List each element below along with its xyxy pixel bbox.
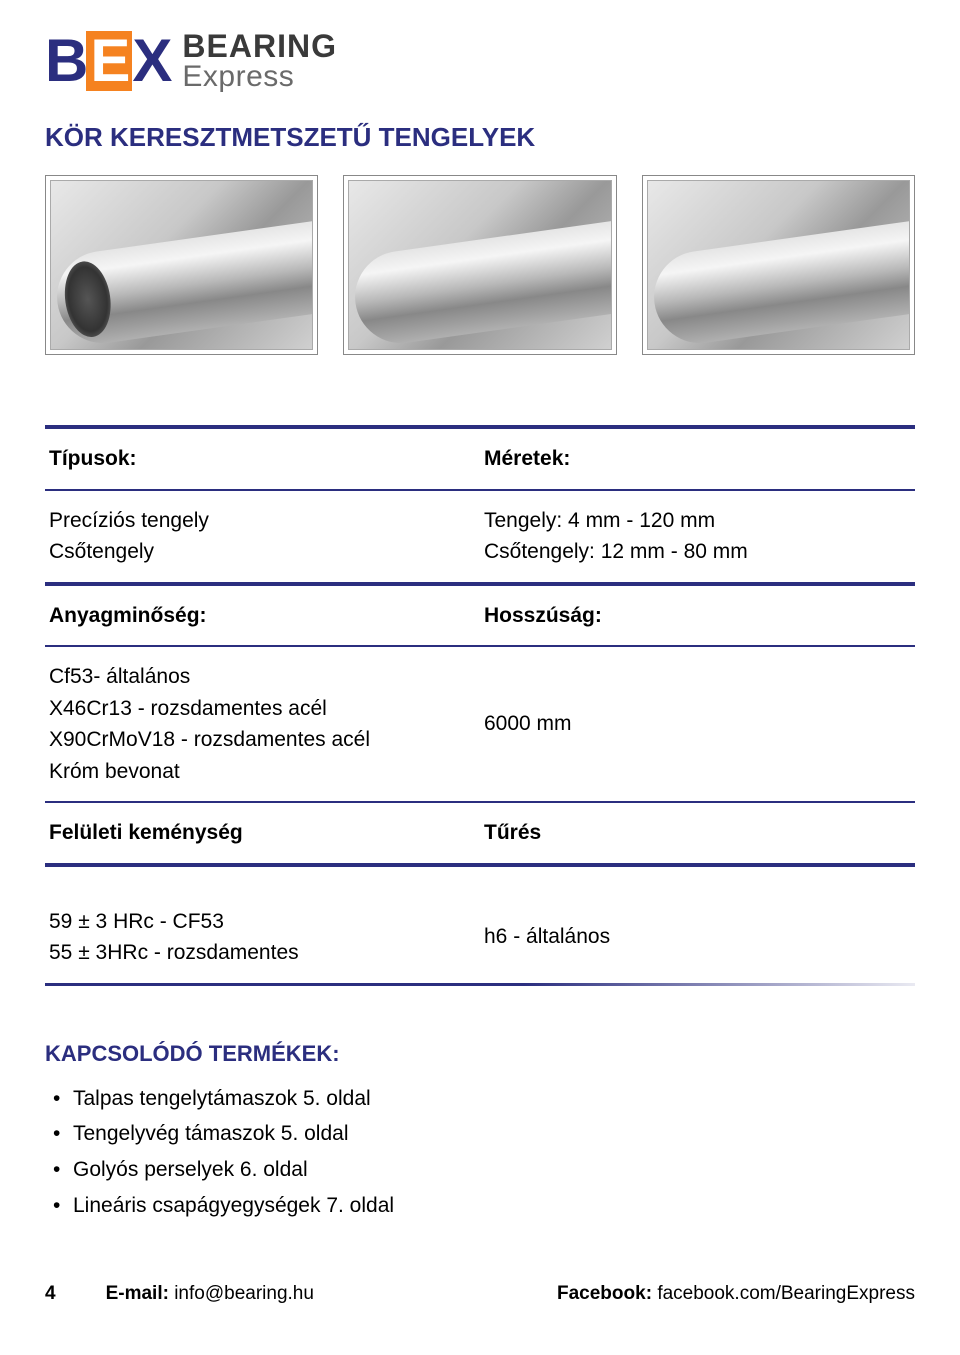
footer-email-label: E-mail: [106,1283,175,1304]
length-label: Hosszúság: [480,586,915,646]
logo-letter-x: X [132,31,170,91]
related-item: Talpas tengelytámaszok 5. oldal [49,1081,915,1117]
hardness-label: Felületi keménység [45,803,480,863]
spec-table: Típusok: Méretek: Precíziós tengely Csőt… [45,425,915,986]
logo-text-bottom: Express [182,62,337,92]
product-image-2 [343,175,616,355]
product-image-3 [642,175,915,355]
material-body: Cf53- általános X46Cr13 - rozsdamentes a… [45,647,480,801]
footer-fb-label: Facebook: [557,1283,657,1304]
footer-email: E-mail: info@bearing.hu [106,1283,314,1305]
footer-fb-value: facebook.com/BearingExpress [657,1283,915,1304]
footer-facebook: Facebook: facebook.com/BearingExpress [557,1283,915,1305]
material-label: Anyagminőség: [45,586,480,646]
length-body: 6000 mm [480,647,915,801]
footer: 4 E-mail: info@bearing.hu Facebook: face… [45,1283,915,1305]
tolerance-label: Tűrés [480,803,915,863]
product-image-1 [45,175,318,355]
sizes-label: Méretek: [480,429,915,489]
logo-letter-e: E [86,31,132,91]
logo-letter-b: B [45,31,86,91]
logo-mark: B E X [45,31,170,91]
sizes-body: Tengely: 4 mm - 120 mm Csőtengely: 12 mm… [480,491,915,582]
related-item: Tengelyvég támaszok 5. oldal [49,1116,915,1152]
page-title: KÖR KERESZTMETSZETŰ TENGELYEK [45,122,915,153]
footer-email-value: info@bearing.hu [174,1283,314,1304]
related-title: KAPCSOLÓDÓ TERMÉKEK: [45,1041,915,1067]
types-body: Precíziós tengely Csőtengely [45,491,480,582]
related-item: Golyós perselyek 6. oldal [49,1152,915,1188]
hardness-body: 59 ± 3 HRc - CF53 55 ± 3HRc - rozsdament… [45,892,480,983]
logo: B E X BEARING Express [45,30,915,92]
page-number: 4 [45,1283,56,1305]
logo-text-top: BEARING [182,30,337,62]
related-item: Lineáris csapágyegységek 7. oldal [49,1188,915,1224]
tolerance-body: h6 - általános [480,892,915,983]
product-image-row [45,175,915,355]
related-list: Talpas tengelytámaszok 5. oldal Tengelyv… [45,1081,915,1224]
logo-text: BEARING Express [182,30,337,92]
types-label: Típusok: [45,429,480,489]
